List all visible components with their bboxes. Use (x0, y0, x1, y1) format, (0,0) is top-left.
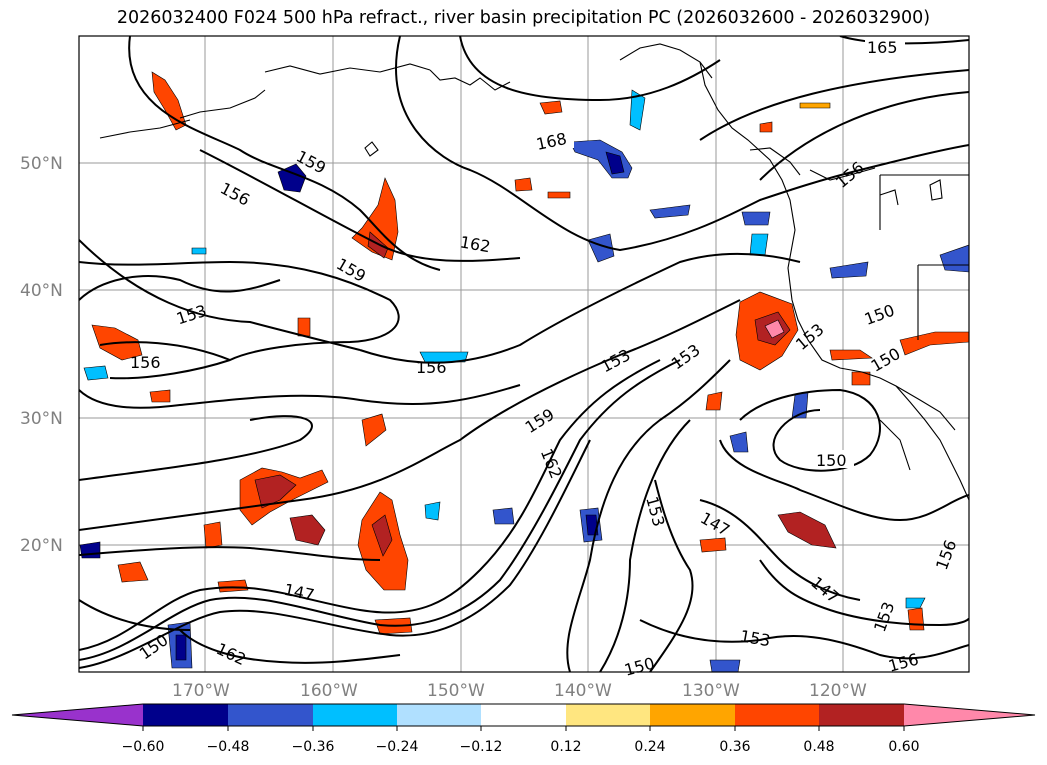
colorbar-tick-label: 0.48 (803, 739, 834, 755)
longitude-labels: 170°W 160°W 150°W 140°W 130°W 120°W (172, 681, 867, 701)
lon-label-170w: 170°W (172, 681, 230, 701)
colorbar-bin (819, 704, 904, 726)
colorbar-tick-label: 0.60 (888, 739, 919, 755)
latitude-labels: 50°N 40°N 30°N 20°N (20, 154, 63, 556)
height-contours (79, 36, 969, 672)
precip-negative-areas (79, 89, 969, 672)
colorbar-tick-label: −0.48 (207, 739, 250, 755)
contour-label: 150 (816, 451, 847, 470)
colorbar-tick-label: −0.36 (292, 739, 335, 755)
coastlines (99, 43, 969, 501)
colorbar-bin (228, 704, 313, 726)
contour-label: 156 (130, 353, 161, 372)
colorbar-tick-label: −0.60 (122, 739, 165, 755)
colorbar-bin (566, 704, 650, 726)
colorbar-tick-label: 0.24 (634, 739, 665, 755)
colorbar-tick-label: −0.24 (376, 739, 419, 755)
precip-positive-areas (91, 71, 969, 635)
colorbar-extend-low (12, 704, 143, 726)
lon-label-160w: 160°W (300, 681, 358, 701)
lon-label-130w: 130°W (682, 681, 740, 701)
contour-label: 165 (867, 38, 898, 57)
colorbar-bin (397, 704, 481, 726)
colorbar-bin (735, 704, 819, 726)
map-frame (78, 35, 970, 673)
colorbar-bin (143, 704, 228, 726)
colorbar-tick-label: 0.36 (719, 739, 750, 755)
lat-label-20n: 20°N (20, 536, 63, 556)
colorbar-tick-label: 0.12 (550, 739, 581, 755)
lon-label-150w: 150°W (427, 681, 485, 701)
colorbar-tick-label: −0.12 (460, 739, 503, 755)
lat-label-30n: 30°N (20, 409, 63, 429)
lon-label-140w: 140°W (554, 681, 612, 701)
colorbar-extend-high (904, 704, 1035, 726)
contour-label: 156 (416, 358, 447, 377)
colorbar-bin (313, 704, 397, 726)
lat-label-40n: 40°N (20, 281, 63, 301)
lat-label-50n: 50°N (20, 154, 63, 174)
lon-label-120w: 120°W (809, 681, 867, 701)
colorbar-bin (650, 704, 735, 726)
colorbar-bin (481, 704, 566, 726)
colorbar: −0.60 −0.48 −0.36 −0.24 −0.12 0.12 0.24 … (11, 703, 1036, 755)
chart-title: 2026032400 F024 500 hPa refract., river … (116, 8, 931, 28)
